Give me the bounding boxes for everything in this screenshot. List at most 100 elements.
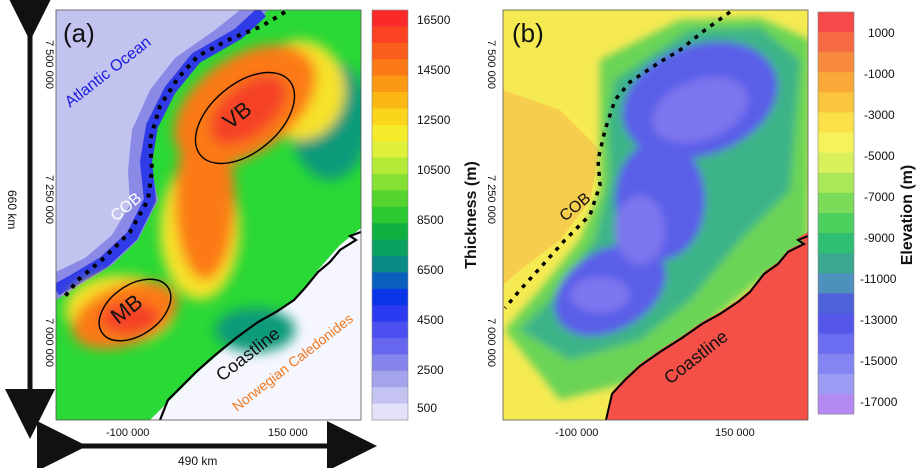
colorbar-swatch — [818, 92, 854, 113]
colorbar-swatch — [372, 206, 408, 224]
colorbar-tick: -1000 — [864, 67, 895, 81]
panel-b-frame — [502, 9, 809, 421]
thickness-colorbar — [371, 9, 409, 421]
colorbar-swatch — [818, 132, 854, 154]
deep-ocean-region — [56, 10, 240, 272]
colorbar-tick: -5000 — [864, 149, 895, 163]
colorbar-swatch — [818, 353, 854, 375]
colorbar-swatch — [372, 190, 408, 208]
colorbar-tick: -9000 — [864, 231, 895, 245]
colorbar-tick: -7000 — [864, 190, 895, 204]
panel-a-xtick: -100 000 — [106, 427, 149, 439]
colorbar-swatch — [372, 141, 408, 159]
vb-outline — [194, 71, 296, 165]
colorbar-tick: 12500 — [417, 113, 451, 127]
panel-b-ytick: 7 250 000 — [485, 175, 497, 224]
panel-b-xtick: 150 000 — [715, 427, 755, 439]
colorbar-swatch — [818, 253, 854, 274]
colorbar-frame — [371, 9, 409, 421]
coastline — [158, 230, 361, 420]
colorbar-swatch — [372, 42, 408, 60]
panel-a-ytick: 7 000 000 — [43, 318, 55, 367]
colorbar-tick: -15000 — [860, 354, 898, 368]
colorbar-tick: 10500 — [417, 163, 451, 177]
colorbar-swatch — [818, 32, 854, 53]
colorbar-swatch — [372, 223, 408, 241]
colorbar-swatch — [372, 305, 408, 323]
colorbar-swatch — [372, 403, 408, 421]
thickness-colorbar-ticks: 16500 14500 12500 10500 8500 6500 4500 2… — [417, 13, 451, 415]
colorbar-tick: 2500 — [417, 363, 444, 377]
cob-line — [60, 10, 287, 302]
colorbar-swatch — [372, 26, 408, 44]
elevation-field — [505, 18, 808, 400]
colorbar-swatch — [372, 387, 408, 405]
colorbar-swatch — [818, 233, 854, 254]
colorbar-tick: -13000 — [860, 313, 898, 327]
colorbar-swatch — [372, 124, 408, 142]
panel-b-xtick: -100 000 — [555, 427, 598, 439]
colorbar-tick: 6500 — [417, 263, 444, 277]
thickness-field — [65, 40, 361, 352]
panel-b-ytick: 7 500 000 — [485, 40, 497, 89]
colorbar-swatch — [372, 256, 408, 273]
colorbar-swatch — [818, 293, 854, 314]
onshore-region — [150, 228, 361, 420]
colorbar-swatch — [818, 333, 854, 355]
colorbar-swatch — [372, 370, 408, 388]
elevation-colorbar-title: Elevation (m) — [899, 165, 916, 265]
colorbar-swatch — [818, 112, 854, 134]
panel-b-ytick: 7 000 000 — [485, 318, 497, 367]
colorbar-tick: 8500 — [417, 213, 444, 227]
elevation-colorbar-ticks: 1000 -1000 -3000 -5000 -7000 -9000 -1100… — [860, 26, 898, 409]
colorbar-swatch — [372, 59, 408, 77]
elevation-colorbar — [817, 11, 855, 415]
colorbar-swatch — [818, 313, 854, 335]
colorbar-swatch — [372, 239, 408, 257]
panel-b-map — [503, 10, 808, 420]
colorbar-swatch — [372, 354, 408, 372]
orange-shelf-region — [503, 90, 600, 285]
panel-a-xtick: 150 000 — [268, 427, 308, 439]
colorbar-tick: 16500 — [417, 13, 451, 27]
colorbar-swatch — [818, 12, 854, 33]
panel-b-label: (b) — [512, 18, 544, 48]
colorbar-swatch — [372, 92, 408, 109]
panel-a-label: (a) — [63, 18, 95, 48]
panel-a-map — [56, 10, 361, 420]
colorbar-swatch — [818, 213, 854, 234]
colorbar-swatch — [372, 272, 408, 290]
colorbar-swatch — [818, 72, 854, 93]
colorbar-swatch — [372, 108, 408, 126]
onshore-region — [606, 232, 808, 420]
colorbar-swatch — [818, 152, 854, 174]
colorbar-swatch — [818, 273, 854, 294]
colorbar-swatch — [818, 373, 854, 395]
colorbar-tick: 4500 — [417, 313, 444, 327]
panel-a-ytick: 7 500 000 — [43, 40, 55, 89]
colorbar-tick: 14500 — [417, 63, 451, 77]
colorbar-frame — [817, 11, 855, 415]
colorbar-tick: 1000 — [868, 26, 895, 40]
colorbar-tick: 500 — [417, 401, 437, 415]
colorbar-swatch — [372, 75, 408, 93]
colorbar-swatch — [818, 52, 854, 73]
horizontal-scale-label: 490 km — [178, 454, 217, 468]
colorbar-swatch — [372, 157, 408, 175]
panel-a-frame — [55, 9, 362, 421]
colorbar-swatch — [818, 192, 854, 214]
thickness-colorbar-title: Thickness (m) — [463, 161, 480, 269]
colorbar-swatch — [372, 321, 408, 339]
mb-outline — [98, 278, 172, 342]
vertical-scale-label: 660 km — [5, 190, 19, 229]
colorbar-swatch — [372, 288, 408, 306]
colorbar-tick: -17000 — [860, 395, 898, 409]
ocean-margin-band — [56, 10, 267, 296]
colorbar-swatch — [372, 10, 408, 27]
coastline — [605, 235, 808, 420]
colorbar-swatch — [818, 172, 854, 194]
colorbar-tick: -3000 — [864, 108, 895, 122]
colorbar-swatch — [372, 338, 408, 355]
panel-a-ytick: 7 250 000 — [43, 175, 55, 224]
